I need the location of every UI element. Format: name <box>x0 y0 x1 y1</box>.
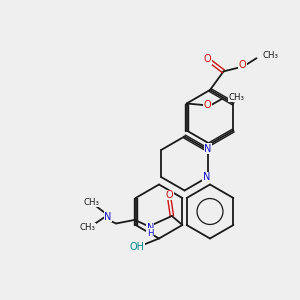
Text: CH₃: CH₃ <box>229 93 244 102</box>
Text: O: O <box>203 100 211 110</box>
Text: O: O <box>166 190 173 200</box>
Text: N: N <box>203 172 210 182</box>
Text: CH₃: CH₃ <box>80 224 96 232</box>
Text: N: N <box>104 212 112 222</box>
Text: CH₃: CH₃ <box>262 51 278 60</box>
Text: N: N <box>204 143 211 154</box>
Text: H: H <box>147 229 154 238</box>
Text: O: O <box>203 54 211 64</box>
Text: CH₃: CH₃ <box>83 198 100 207</box>
Text: OH: OH <box>130 242 145 253</box>
Text: N: N <box>147 223 154 233</box>
Text: O: O <box>238 60 246 70</box>
